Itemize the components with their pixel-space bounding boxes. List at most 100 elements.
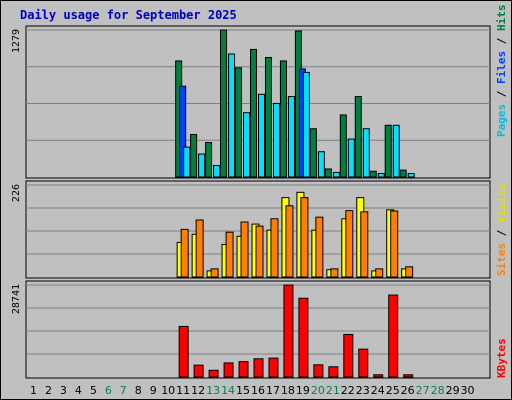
bar-hits-24 (369, 170, 377, 178)
bar-kbytes-21 (328, 366, 339, 378)
legend-kbytes: KBytes (495, 338, 508, 378)
x-tick-label-4: 4 (75, 384, 82, 397)
x-tick-label-18: 18 (281, 384, 295, 397)
bar-sites-12 (195, 219, 204, 278)
bar-sites-16 (255, 225, 264, 278)
x-tick-label-13: 13 (206, 384, 220, 397)
bar-sites-20 (315, 216, 324, 278)
x-tick-label-17: 17 (266, 384, 280, 397)
x-tick-label-6: 6 (105, 384, 112, 397)
x-tick-label-21: 21 (326, 384, 340, 397)
x-tick-label-9: 9 (150, 384, 157, 397)
x-tick-label-12: 12 (191, 384, 205, 397)
x-tick-label-23: 23 (356, 384, 370, 397)
bar-kbytes-24 (373, 374, 384, 378)
legend-hits-files-pages: Pages / Files / Hits (495, 5, 508, 138)
bar-kbytes-26 (403, 374, 414, 378)
bar-sites-13 (210, 268, 219, 278)
x-tick-label-3: 3 (60, 384, 67, 397)
bar-kbytes-17 (268, 357, 279, 378)
bar-sites-26 (405, 266, 414, 278)
bar-pages-14 (228, 53, 236, 178)
bar-sites-24 (375, 268, 384, 278)
bar-sites-22 (345, 210, 354, 278)
chart-title: Daily usage for September 2025 (20, 8, 237, 22)
x-tick-label-27: 27 (416, 384, 430, 397)
x-tick-label-11: 11 (176, 384, 190, 397)
bar-sites-19 (300, 197, 309, 278)
x-tick-label-7: 7 (120, 384, 127, 397)
bar-pages-22 (347, 138, 355, 178)
bar-hits-20 (309, 128, 317, 178)
bar-sites-11 (180, 228, 189, 278)
legend-sites-visits-part-2: Visits (495, 183, 508, 223)
ymax-label-sites-visits: 226 (11, 184, 22, 202)
bar-pages-19 (302, 71, 310, 178)
bar-sites-18 (285, 205, 294, 278)
legend-hits-files-pages-part-3: / (495, 31, 508, 51)
bar-sites-14 (225, 231, 234, 278)
bar-pages-16 (258, 93, 265, 178)
x-tick-label-25: 25 (386, 384, 400, 397)
bar-pages-23 (362, 128, 370, 178)
ymax-label-hits-files-pages: 1279 (11, 29, 22, 53)
legend-hits-files-pages-part-0: Pages (495, 104, 508, 137)
x-tick-label-22: 22 (341, 384, 355, 397)
bar-pages-13 (213, 165, 221, 178)
x-tick-label-8: 8 (135, 384, 142, 397)
bar-hits-18 (279, 60, 287, 178)
x-tick-label-15: 15 (236, 384, 250, 397)
bar-kbytes-12 (193, 364, 204, 378)
bar-kbytes-16 (253, 358, 264, 378)
bar-hits-17 (264, 56, 272, 178)
bar-kbytes-19 (298, 297, 309, 378)
bar-hits-23 (354, 96, 362, 178)
x-tick-label-19: 19 (296, 384, 310, 397)
x-tick-label-16: 16 (251, 384, 265, 397)
legend-sites-visits-part-0: Sites (495, 243, 508, 276)
bar-sites-23 (360, 211, 369, 278)
bar-sites-21 (330, 268, 339, 278)
bar-hits-25 (384, 124, 392, 178)
bar-pages-24 (377, 173, 385, 178)
x-tick-label-28: 28 (431, 384, 445, 397)
bar-kbytes-23 (358, 348, 369, 378)
bar-hits-14 (220, 29, 228, 178)
bar-kbytes-20 (313, 364, 324, 378)
bar-pages-12 (198, 153, 206, 178)
bar-kbytes-11 (178, 325, 189, 378)
bar-pages-20 (317, 151, 325, 178)
bar-sites-15 (240, 221, 249, 278)
bar-hits-21 (324, 168, 332, 178)
bar-hits-16 (250, 48, 257, 178)
bar-pages-18 (287, 96, 295, 178)
bar-sites-25 (390, 210, 399, 278)
bar-pages-17 (272, 102, 280, 178)
x-tick-label-1: 1 (30, 384, 37, 397)
bar-hits-26 (399, 169, 407, 178)
legend-hits-files-pages-part-2: Files (495, 51, 508, 84)
x-tick-label-30: 30 (461, 384, 475, 397)
bar-files-11 (179, 85, 187, 178)
x-tick-label-2: 2 (45, 384, 52, 397)
bar-pages-26 (407, 173, 415, 178)
x-tick-label-24: 24 (371, 384, 385, 397)
legend-kbytes-part-0: KBytes (495, 338, 508, 378)
bar-hits-13 (205, 142, 213, 178)
bar-hits-22 (339, 114, 347, 178)
bar-pages-11 (183, 146, 191, 178)
legend-sites-visits-part-1: / (495, 223, 508, 243)
bar-hits-12 (190, 133, 198, 178)
bar-pages-25 (392, 124, 400, 178)
bar-sites-17 (270, 218, 279, 278)
ymax-label-kbytes: 28741 (11, 284, 22, 314)
x-tick-label-14: 14 (221, 384, 235, 397)
x-tick-label-5: 5 (90, 384, 97, 397)
legend-sites-visits: Sites / Visits (495, 183, 508, 276)
bar-kbytes-14 (223, 362, 234, 378)
bar-kbytes-25 (388, 294, 399, 378)
x-tick-label-26: 26 (401, 384, 415, 397)
bar-kbytes-18 (283, 284, 294, 378)
